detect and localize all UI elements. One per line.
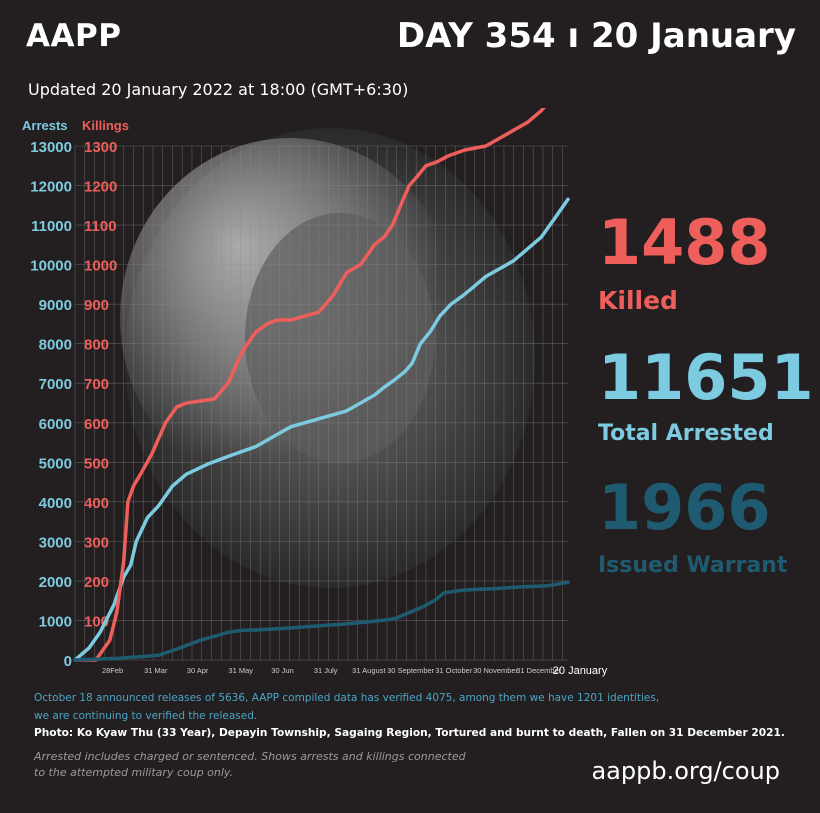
date-tick-label: 28Feb [102, 666, 123, 675]
killings-tick-label: 1300 [84, 139, 117, 156]
arrests-tick-label: 11000 [31, 218, 72, 235]
brand-logo: AAPP [26, 18, 122, 54]
arrests-tick-label: 3000 [39, 534, 72, 551]
killings-tick-label: 800 [84, 337, 109, 354]
arrests-axis: 0 1000 2000 3000 4000 5000 6000 7000 8000 9000 100… [30, 139, 72, 670]
series-lines [73, 108, 570, 662]
day-counter: DAY 354 ı 20 January [396, 16, 796, 56]
killings-axis: 1002003004005006007008009001000110012001… [84, 139, 117, 630]
website-link[interactable]: aappb.org/coup [591, 757, 780, 785]
disclaimer: Arrested includes charged or sentenced. … [34, 749, 514, 781]
killings-tick-label: 200 [84, 574, 109, 591]
date-tick-label: 31 October [435, 666, 473, 675]
date-tick-label: 20 January [553, 665, 608, 677]
arrests-tick-label: 2000 [39, 574, 72, 591]
release-note: October 18 announced releases of 5636, A… [34, 689, 754, 725]
arrests-tick-label: 10000 [30, 258, 72, 275]
release-note-line2: we are continuing to verified the releas… [34, 710, 258, 722]
arrests-tick-label: 1000 [39, 613, 72, 630]
killings-tick-label: 1100 [84, 218, 117, 235]
updated-timestamp: Updated 20 January 2022 at 18:00 (GMT+6:… [28, 80, 409, 99]
killings-tick-label: 700 [84, 376, 109, 393]
date-tick-label: 31 December [516, 666, 562, 675]
killings-tick-label: 600 [84, 416, 109, 433]
disclaimer-line1: Arrested includes charged or sentenced. … [34, 750, 466, 763]
portrait-photo [120, 128, 535, 588]
disclaimer-line2: to the attempted military coup only. [34, 766, 234, 779]
arrests-line [73, 197, 570, 662]
arrests-tick-label: 9000 [39, 297, 72, 314]
killings-line [73, 108, 546, 662]
arrests-tick-label: 5000 [39, 455, 72, 472]
killed-stat: 1488 Killed [598, 206, 771, 315]
killed-count: 1488 [598, 206, 771, 279]
arrested-count: 11651 [598, 341, 814, 414]
killings-tick-label: 1200 [84, 179, 117, 196]
arrests-tick-label: 4000 [39, 495, 72, 512]
arrests-tick-label: 8000 [39, 337, 72, 354]
killings-tick-label: 500 [84, 455, 109, 472]
arrests-tick-label: 7000 [39, 376, 72, 393]
killings-axis-title: Killings [82, 118, 129, 133]
warrant-stat: 1966 Issued Warrant [598, 477, 787, 577]
killings-tick-label: 400 [84, 495, 109, 512]
date-tick-label: 30 Apr [187, 666, 209, 675]
date-tick-label: 31 Mar [144, 666, 168, 675]
date-tick-label: 30 Jun [271, 666, 294, 675]
date-tick-label: 30 November [473, 666, 519, 675]
killings-tick-label: 900 [84, 297, 109, 314]
arrests-tick-label: 12000 [30, 179, 72, 196]
killings-tick-label: 1000 [84, 258, 117, 275]
arrests-tick-label: 13000 [30, 139, 72, 156]
arrested-label: Total Arrested [598, 421, 774, 446]
date-tick-label: 31 August [352, 666, 386, 675]
release-note-line1: October 18 announced releases of 5636, A… [34, 692, 660, 704]
warrants-line [73, 580, 570, 662]
line-chart: 0 1000 2000 3000 4000 5000 6000 7000 8000 9000 100… [22, 108, 608, 677]
date-tick-label: 30 September [387, 666, 435, 675]
warrant-label: Issued Warrant [598, 553, 788, 578]
date-tick-label: 31 May [228, 666, 253, 675]
arrests-tick-label: 0 [64, 653, 72, 670]
killings-tick-label: 300 [84, 534, 109, 551]
arrests-tick-label: 6000 [39, 416, 72, 433]
date-axis: 28Feb 31 Mar 30 Apr 31 May 30 Jun 31 July 31 A… [102, 665, 608, 677]
arrests-axis-title: Arrests [22, 118, 68, 133]
killed-label: Killed [598, 286, 678, 315]
warrant-count: 1966 [598, 471, 771, 544]
photo-caption: Photo: Ko Kyaw Thu (33 Year), Depayin To… [34, 727, 785, 739]
date-tick-label: 31 July [314, 666, 338, 675]
chart-grid [74, 145, 568, 661]
arrested-stat: 11651 Total Arrested [598, 347, 814, 445]
